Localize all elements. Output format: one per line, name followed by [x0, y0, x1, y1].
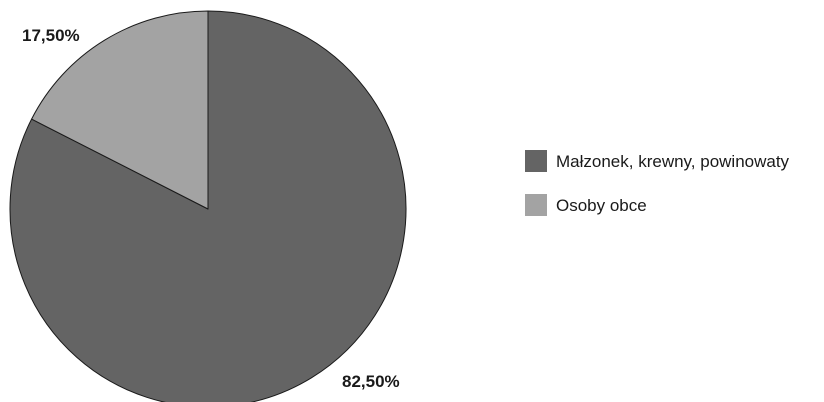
legend-label-1: Małzonek, krewny, powinowaty	[556, 152, 790, 171]
legend: Małzonek, krewny, powinowaty Osoby obce	[525, 150, 790, 216]
legend-swatch-1	[525, 150, 547, 172]
pie-slice-1	[9, 10, 407, 402]
pie-slices	[9, 10, 407, 402]
legend-swatch-2	[525, 194, 547, 216]
data-label-2: 17,50%	[22, 26, 80, 45]
pie-data-labels: 82,50% 17,50%	[22, 26, 400, 391]
legend-label-2: Osoby obce	[556, 196, 647, 215]
pie-slice-2	[31, 10, 209, 210]
data-label-1: 82,50%	[342, 372, 400, 391]
